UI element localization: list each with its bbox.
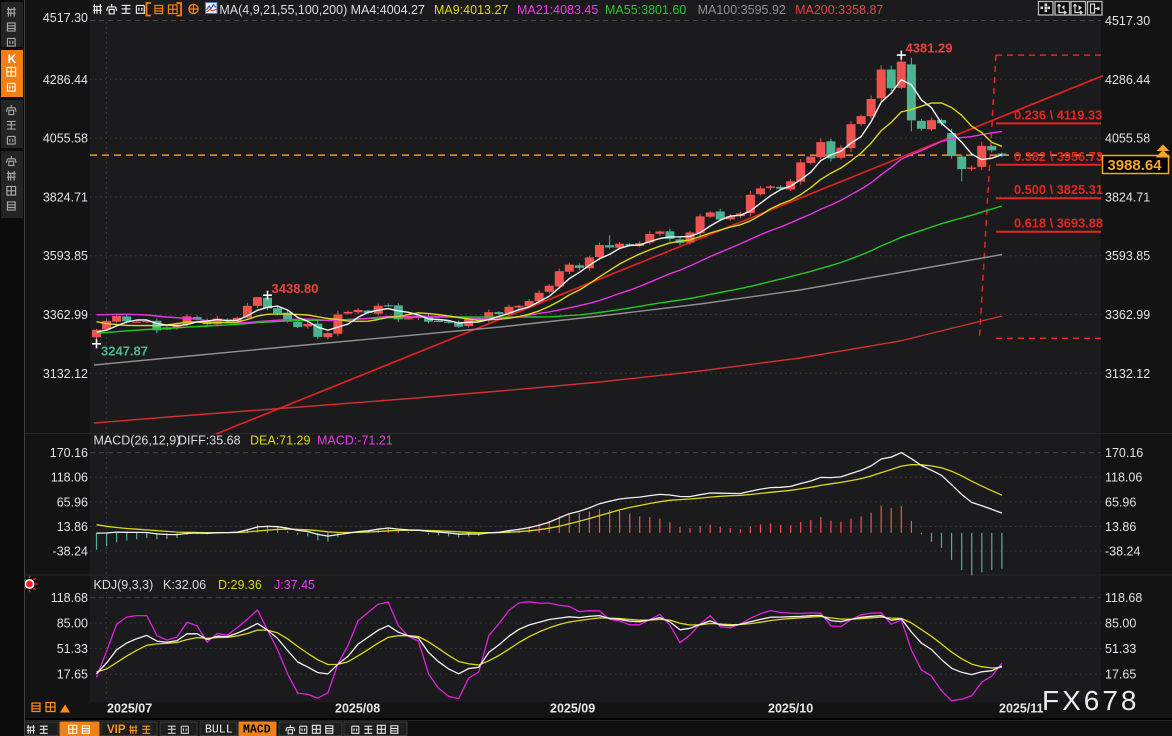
- svg-text:FX678: FX678: [1042, 685, 1140, 716]
- svg-text:MACD:-71.21: MACD:-71.21: [317, 434, 393, 448]
- svg-text:MA200:3358.87: MA200:3358.87: [795, 3, 883, 17]
- svg-text:2025/10: 2025/10: [768, 702, 813, 716]
- svg-text:2025/07: 2025/07: [107, 702, 152, 716]
- svg-text:3593.85: 3593.85: [1105, 249, 1150, 263]
- svg-text:0.236 \ 4119.33: 0.236 \ 4119.33: [1014, 107, 1102, 122]
- svg-text:K: K: [8, 52, 17, 66]
- svg-text:170.16: 170.16: [1105, 446, 1143, 460]
- svg-text:J:37.45: J:37.45: [274, 578, 315, 592]
- svg-text:170.16: 170.16: [50, 446, 88, 460]
- svg-text:4517.30: 4517.30: [1105, 14, 1150, 28]
- svg-text:85.00: 85.00: [1105, 617, 1136, 631]
- svg-text:3593.85: 3593.85: [43, 249, 88, 263]
- svg-text:17.65: 17.65: [57, 668, 88, 682]
- svg-text:MA100:3595.92: MA100:3595.92: [698, 3, 786, 17]
- svg-text:4055.58: 4055.58: [1105, 132, 1150, 146]
- svg-text:MACD(26,12,9): MACD(26,12,9): [94, 434, 181, 448]
- svg-text:0.382 \ 3956.73: 0.382 \ 3956.73: [1014, 149, 1103, 164]
- svg-text:65.96: 65.96: [1105, 495, 1136, 509]
- svg-text:MA55:3801.60: MA55:3801.60: [605, 3, 686, 17]
- svg-text:3438.80: 3438.80: [272, 281, 319, 296]
- svg-text:65.96: 65.96: [57, 495, 88, 509]
- svg-text:3247.87: 3247.87: [101, 344, 148, 359]
- svg-text:0.618 \ 3693.88: 0.618 \ 3693.88: [1014, 216, 1103, 231]
- svg-text:-38.24: -38.24: [1105, 545, 1140, 559]
- svg-text:3988.64: 3988.64: [1107, 157, 1162, 174]
- svg-text:DEA:71.29: DEA:71.29: [250, 434, 311, 448]
- svg-text:3132.12: 3132.12: [1105, 367, 1150, 381]
- svg-text:4286.44: 4286.44: [43, 73, 88, 87]
- svg-text:4517.30: 4517.30: [43, 11, 88, 25]
- svg-text:K:32.06: K:32.06: [163, 578, 206, 592]
- svg-text:4286.44: 4286.44: [1105, 73, 1150, 87]
- svg-text:3132.12: 3132.12: [43, 367, 88, 381]
- svg-text:MA21:4083.45: MA21:4083.45: [517, 3, 598, 17]
- svg-text:MA4:4004.27: MA4:4004.27: [351, 3, 425, 17]
- svg-text:85.00: 85.00: [57, 617, 88, 631]
- svg-text:4055.58: 4055.58: [43, 132, 88, 146]
- svg-text:4381.29: 4381.29: [906, 41, 953, 56]
- svg-text:BULL: BULL: [205, 724, 233, 736]
- svg-text:D:29.36: D:29.36: [218, 578, 262, 592]
- svg-text:0.500 \ 3825.31: 0.500 \ 3825.31: [1014, 182, 1103, 197]
- svg-text:-38.24: -38.24: [53, 545, 88, 559]
- svg-text:118.06: 118.06: [1105, 471, 1142, 485]
- svg-text:13.86: 13.86: [1105, 520, 1136, 534]
- svg-text:3362.99: 3362.99: [43, 308, 88, 322]
- svg-text:17.65: 17.65: [1105, 668, 1136, 682]
- svg-text:KDJ(9,3,3): KDJ(9,3,3): [94, 578, 154, 592]
- svg-text:VIP: VIP: [107, 724, 126, 736]
- svg-text:MA(4,9,21,55,100,200): MA(4,9,21,55,100,200): [219, 3, 347, 17]
- svg-text:51.33: 51.33: [1105, 642, 1136, 656]
- svg-text:13.86: 13.86: [57, 520, 88, 534]
- svg-text:MA9:4013.27: MA9:4013.27: [434, 3, 508, 17]
- svg-text:118.68: 118.68: [51, 591, 88, 605]
- svg-text:2025/08: 2025/08: [335, 702, 380, 716]
- svg-text:DIFF:35.68: DIFF:35.68: [178, 434, 241, 448]
- svg-text:2025/11: 2025/11: [999, 702, 1044, 716]
- svg-text:3824.71: 3824.71: [43, 190, 88, 204]
- svg-text:3824.71: 3824.71: [1105, 190, 1150, 204]
- svg-text:2025/09: 2025/09: [550, 702, 595, 716]
- svg-text:MACD: MACD: [243, 724, 271, 736]
- svg-text:118.06: 118.06: [51, 471, 88, 485]
- svg-text:3362.99: 3362.99: [1105, 308, 1150, 322]
- svg-text:51.33: 51.33: [57, 642, 88, 656]
- svg-text:118.68: 118.68: [1105, 591, 1142, 605]
